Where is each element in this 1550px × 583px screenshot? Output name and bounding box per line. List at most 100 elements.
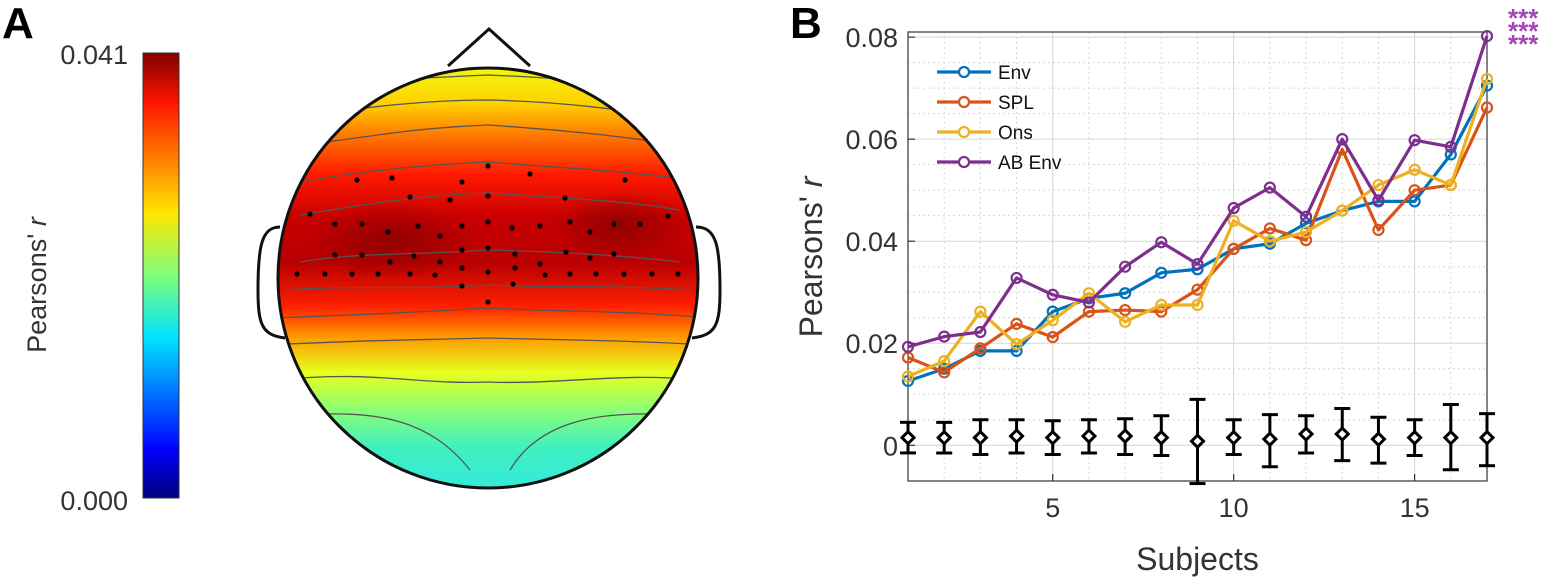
series-point [1408, 163, 1421, 176]
panel-a-letter: A [2, 0, 34, 48]
right-ear-shape [691, 225, 722, 340]
series-point [1082, 296, 1096, 309]
colorbar-axis-label: Pearsons' r [22, 216, 52, 353]
errorbar-mean-marker [1297, 425, 1315, 443]
series-point [1227, 201, 1240, 215]
colorbar: 0.041 0.000 Pearsons' r [22, 40, 180, 516]
y-tick-label: 0 [883, 431, 898, 461]
series-point [1119, 260, 1132, 273]
series-point [1010, 338, 1023, 351]
series-point [938, 354, 951, 368]
legend-label: AB Env [998, 153, 1062, 174]
y-tick-label: 0.02 [845, 329, 898, 359]
errorbar-mean-marker [899, 429, 917, 446]
legend-marker [957, 125, 971, 139]
head-outline [276, 66, 700, 490]
series-point [1046, 331, 1059, 344]
colorbar-max-label: 0.041 [60, 40, 128, 70]
series-point [1372, 194, 1385, 207]
colorbar-gradient [142, 52, 180, 499]
series-point [1299, 225, 1313, 239]
series-point [974, 325, 987, 339]
y-tick-label: 0.08 [845, 23, 898, 53]
legend-marker [957, 155, 971, 169]
series-point [1263, 235, 1276, 248]
errorbar-mean-marker [1153, 429, 1170, 446]
grid-lines [907, 32, 1488, 481]
series-point [1263, 222, 1276, 235]
errorbar-mean-marker [1406, 429, 1423, 446]
series-point [1046, 288, 1059, 301]
errorbar-mean-marker [1225, 429, 1242, 446]
panel-b-letter: B [790, 0, 822, 48]
legend: Env SPL Ons AB Env [937, 63, 1062, 174]
errorbar-mean-marker [1478, 429, 1496, 446]
y-axis-label-italic: r [793, 175, 829, 187]
scalp-max-right [550, 190, 690, 260]
y-axis-label: Pearsons' r [793, 175, 829, 337]
series-point [1299, 210, 1313, 223]
electrode-dots [294, 163, 681, 305]
series-line [907, 35, 1489, 349]
errorbar-mean-marker [1008, 427, 1025, 445]
series-point [938, 330, 951, 343]
colorbar-label-main: Pearsons' [22, 226, 52, 353]
series-point [1444, 140, 1457, 153]
y-tick-label: 0.06 [845, 125, 898, 155]
errorbar-mean-marker [1044, 429, 1061, 446]
y-axis-label-main: Pearsons' [793, 187, 829, 337]
legend-marker [957, 65, 971, 79]
series-point [1227, 242, 1240, 255]
line-chart: 5 10 15 0 0.02 0.04 0.06 0.08 Subjects Pearsons' … [793, 3, 1539, 577]
series-point [1010, 344, 1023, 357]
x-tick-label: 15 [1400, 493, 1430, 523]
x-tick-label: 10 [1219, 493, 1249, 523]
errorbar-mean-marker [1442, 429, 1459, 446]
series-point [1408, 184, 1421, 197]
errorbar-mean-marker [1261, 431, 1278, 448]
significance-stars: *** [1508, 29, 1539, 59]
errorbar-mean-marker [972, 429, 989, 446]
legend-label: SPL [998, 93, 1034, 114]
series-point [1155, 236, 1168, 249]
series-point [1155, 266, 1168, 279]
series-point [974, 342, 987, 355]
series-point [1299, 234, 1313, 247]
series-point [1336, 204, 1349, 217]
significance-stars: *** [1508, 3, 1539, 33]
series-point [1227, 214, 1240, 227]
errorbar-mean-marker [1117, 427, 1134, 445]
series-point [901, 340, 915, 353]
series-point [1191, 298, 1204, 312]
legend-marker [957, 95, 971, 109]
legend-label: Env [998, 63, 1031, 84]
series-point [1010, 271, 1023, 285]
series-point [1480, 29, 1494, 43]
series-point [1372, 178, 1385, 192]
errorbar-mean-marker [1189, 433, 1206, 450]
series-point [1119, 303, 1132, 317]
series-point [1480, 101, 1494, 114]
series-point [1010, 317, 1023, 330]
x-tick-label: 5 [1045, 493, 1060, 523]
nose-shape [446, 26, 532, 68]
series-point [1263, 181, 1276, 194]
errorbar-mean-marker [1080, 427, 1098, 445]
y-tick-label: 0.04 [845, 227, 898, 257]
series-point [1408, 134, 1421, 147]
errorbar-mean-marker [936, 429, 953, 446]
null-errorbars [899, 397, 1496, 486]
series-point [1046, 305, 1059, 318]
series-point [1444, 148, 1457, 161]
series-point [1444, 178, 1457, 192]
legend-label: Ons [998, 123, 1033, 144]
scalp-max-left [305, 200, 475, 280]
significance-stars: *** [1508, 16, 1539, 46]
series-ab-env [901, 29, 1494, 353]
series-point [901, 370, 915, 383]
series-point [1408, 195, 1421, 208]
series-point [1155, 298, 1168, 312]
colorbar-min-label: 0.000 [60, 486, 128, 516]
scalp-map-fill [278, 68, 698, 488]
